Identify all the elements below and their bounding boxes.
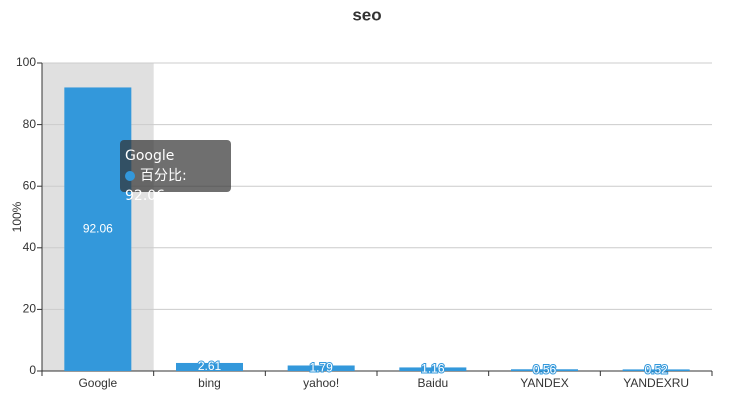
chart-title: seo xyxy=(352,5,381,24)
x-tick-label: bing xyxy=(198,376,221,390)
tooltip-marker xyxy=(125,171,135,181)
bar xyxy=(622,369,690,371)
bar xyxy=(511,369,578,371)
y-tick-label: 100 xyxy=(16,55,36,69)
x-tick-label: Baidu xyxy=(417,376,448,390)
y-tick-label: 80 xyxy=(23,117,37,131)
data-label: 0.56 xyxy=(533,362,557,376)
x-tick-label: YANDEX xyxy=(520,376,568,390)
y-tick-label: 40 xyxy=(23,240,37,254)
data-label: 2.61 xyxy=(198,359,222,373)
tooltip-series: 百分比 xyxy=(140,168,182,184)
x-tick-label: yahoo! xyxy=(303,376,339,390)
tooltip-title: Google xyxy=(125,148,175,164)
data-label: 92.06 xyxy=(83,221,113,235)
bar xyxy=(64,87,132,371)
y-tick-label: 60 xyxy=(23,178,37,192)
x-tick-label: YANDEXRU xyxy=(623,376,689,390)
data-label: 1.16 xyxy=(421,361,445,375)
y-axis-label: 100% xyxy=(10,201,24,232)
bar xyxy=(399,367,467,371)
tooltip-row: 百分比: 92.06 xyxy=(125,166,226,206)
tooltip: Google 百分比: 92.06 xyxy=(120,140,231,204)
tooltip-value: 92.06 xyxy=(125,188,166,204)
tooltip-sep: : xyxy=(182,168,187,184)
y-tick-label: 20 xyxy=(23,302,37,316)
data-label: 1.79 xyxy=(309,360,333,374)
x-tick-label: Google xyxy=(78,376,117,390)
data-label: 0.52 xyxy=(644,362,668,376)
y-tick-label: 0 xyxy=(29,363,36,377)
bar xyxy=(176,362,243,371)
bar xyxy=(287,365,355,371)
